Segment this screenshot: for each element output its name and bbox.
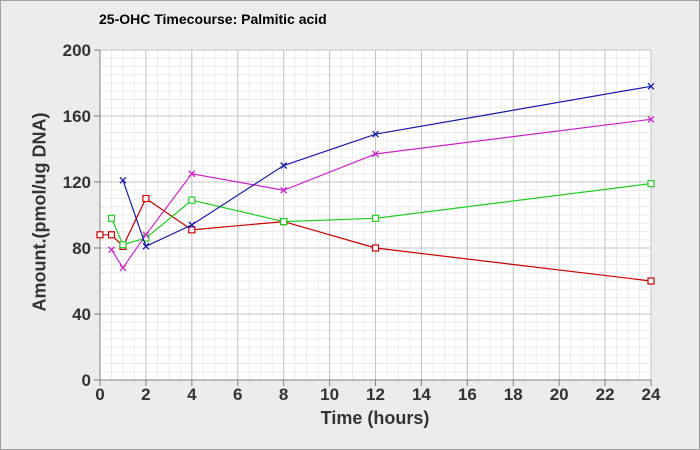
data-point-square (371, 214, 380, 222)
y-tick-label: 200 (63, 41, 91, 60)
x-tick-label: 4 (187, 385, 197, 404)
x-tick-label: 22 (596, 385, 615, 404)
data-point-square (280, 218, 288, 226)
data-point-square (188, 226, 196, 234)
data-point-square (647, 180, 655, 188)
y-tick-label: 0 (82, 371, 91, 390)
data-point-square (96, 231, 104, 239)
data-point-square (371, 244, 380, 252)
chart-title: 25-OHC Timecourse: Palmitic acid (99, 11, 327, 27)
data-point-square (107, 214, 116, 222)
data-point-x (119, 176, 127, 184)
data-point-x (108, 246, 115, 254)
y-tick-label: 160 (63, 107, 91, 126)
major-grid (99, 49, 652, 381)
x-tick-label: 14 (412, 385, 431, 404)
data-point-x (142, 242, 150, 250)
x-tick-label: 24 (642, 385, 661, 404)
data-point-square (119, 241, 127, 249)
x-tick-label: 8 (279, 385, 288, 404)
x-tick-label: 6 (233, 385, 242, 404)
x-tick-label: 0 (95, 385, 104, 404)
x-tick-label: 10 (320, 385, 339, 404)
data-point-x (280, 162, 288, 169)
data-point-x (372, 130, 379, 138)
data-point-x (647, 82, 655, 90)
x-tick-label: 12 (366, 385, 385, 404)
x-tick-label: 16 (458, 385, 477, 404)
data-point-x (119, 264, 127, 272)
data-point-x (142, 231, 150, 239)
series-layer (96, 82, 655, 285)
data-point-square (142, 194, 150, 203)
data-point-x (280, 186, 288, 194)
y-tick-label: 80 (72, 239, 91, 258)
series-3 (108, 115, 655, 272)
x-tick-label: 20 (550, 385, 569, 404)
x-axis-label: Time (hours) (320, 408, 430, 428)
data-point-x (647, 115, 655, 123)
axes (94, 49, 652, 386)
data-point-x (188, 170, 196, 178)
data-point-x (188, 221, 196, 229)
x-tick-label: 2 (141, 385, 150, 404)
series-2 (107, 180, 655, 249)
data-point-x (372, 150, 379, 158)
data-point-square (188, 196, 196, 204)
x-tick-label: 18 (504, 385, 523, 404)
data-point-square (107, 231, 116, 239)
y-tick-label: 40 (72, 305, 91, 324)
data-point-square (647, 277, 655, 285)
series-4 (119, 82, 655, 250)
y-tick-label: 120 (63, 173, 91, 192)
series-line (122, 85, 652, 248)
